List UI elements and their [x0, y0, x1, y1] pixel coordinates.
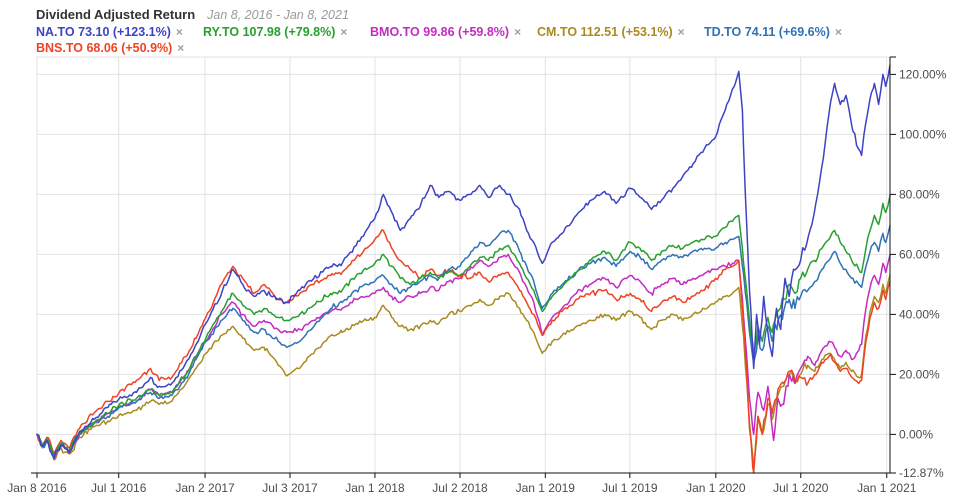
- y-axis-label: -12.87%: [899, 466, 944, 480]
- y-axis-label: 0.00%: [899, 427, 933, 441]
- x-axis-label: Jan 1 2021: [857, 481, 917, 495]
- series-layer: [36, 64, 891, 474]
- x-axis-label: Jan 2 2017: [175, 481, 235, 495]
- x-axis-label: Jul 1 2016: [91, 481, 147, 495]
- legend-label: NA.TO 73.10 (+123.1%): [36, 25, 171, 39]
- x-axis-label: Jan 1 2020: [686, 481, 746, 495]
- legend-item-CM.TO: CM.TO 112.51 (+53.1%) ×: [537, 24, 704, 40]
- x-axis-label: Jul 3 2017: [262, 481, 318, 495]
- grid-layer: [36, 56, 890, 473]
- x-axis-label: Jan 1 2019: [516, 481, 576, 495]
- chart-legend: NA.TO 73.10 (+123.1%) × RY.TO 107.98 (+79.…: [36, 24, 871, 56]
- legend-item-TD.TO: TD.TO 74.11 (+69.6%) ×: [704, 24, 871, 40]
- y-axis-label: 120.00%: [899, 67, 947, 81]
- legend-remove-button[interactable]: ×: [514, 25, 522, 39]
- date-range-label: Jan 8, 2016 - Jan 8, 2021: [207, 8, 349, 22]
- legend-item-BMO.TO: BMO.TO 99.86 (+59.8%) ×: [370, 24, 537, 40]
- legend-label: BMO.TO 99.86 (+59.8%): [370, 25, 510, 39]
- axis-layer: 120.00% 100.00% 80.00% 60.00% 40.00% 20.00% 0.…: [7, 56, 947, 495]
- y-axis-label: 100.00%: [899, 127, 947, 141]
- legend-item-RY.TO: RY.TO 107.98 (+79.8%) ×: [203, 24, 370, 40]
- legend-remove-button[interactable]: ×: [834, 25, 842, 39]
- legend-remove-button[interactable]: ×: [175, 25, 183, 39]
- legend-label: BNS.TO 68.06 (+50.9%): [36, 41, 173, 55]
- x-axis-label: Jan 1 2018: [345, 481, 405, 495]
- series-line-BNS.TO[interactable]: [36, 229, 891, 474]
- y-axis-label: 20.00%: [899, 367, 940, 381]
- legend-remove-button[interactable]: ×: [677, 25, 685, 39]
- x-axis-label: Jul 1 2019: [602, 481, 658, 495]
- series-line-CM.TO[interactable]: [36, 274, 891, 469]
- x-axis-label: Jul 2 2018: [432, 481, 488, 495]
- series-line-NA.TO[interactable]: [36, 64, 891, 460]
- page-title: Dividend Adjusted Return: [36, 7, 196, 22]
- legend-label: CM.TO 112.51 (+53.1%): [537, 25, 673, 39]
- series-line-TD.TO[interactable]: [36, 224, 891, 458]
- chart-header: Dividend Adjusted Return Jan 8, 2016 - Ja…: [36, 6, 349, 24]
- legend-remove-button[interactable]: ×: [340, 25, 348, 39]
- series-line-RY.TO[interactable]: [36, 194, 891, 457]
- x-axis-label: Jan 8 2016: [7, 481, 67, 495]
- legend-label: TD.TO 74.11 (+69.6%): [704, 25, 830, 39]
- legend-item-BNS.TO: BNS.TO 68.06 (+50.9%) ×: [36, 40, 203, 56]
- legend-item-NA.TO: NA.TO 73.10 (+123.1%) ×: [36, 24, 203, 40]
- series-line-BMO.TO[interactable]: [36, 253, 891, 460]
- legend-remove-button[interactable]: ×: [177, 41, 185, 55]
- x-axis-label: Jul 1 2020: [773, 481, 829, 495]
- y-axis-label: 60.00%: [899, 247, 940, 261]
- y-axis-label: 80.00%: [899, 187, 940, 201]
- legend-row: NA.TO 73.10 (+123.1%) × RY.TO 107.98 (+79.…: [36, 24, 871, 40]
- legend-label: RY.TO 107.98 (+79.8%): [203, 25, 336, 39]
- legend-row: BNS.TO 68.06 (+50.9%) ×: [36, 40, 871, 56]
- y-axis-label: 40.00%: [899, 307, 940, 321]
